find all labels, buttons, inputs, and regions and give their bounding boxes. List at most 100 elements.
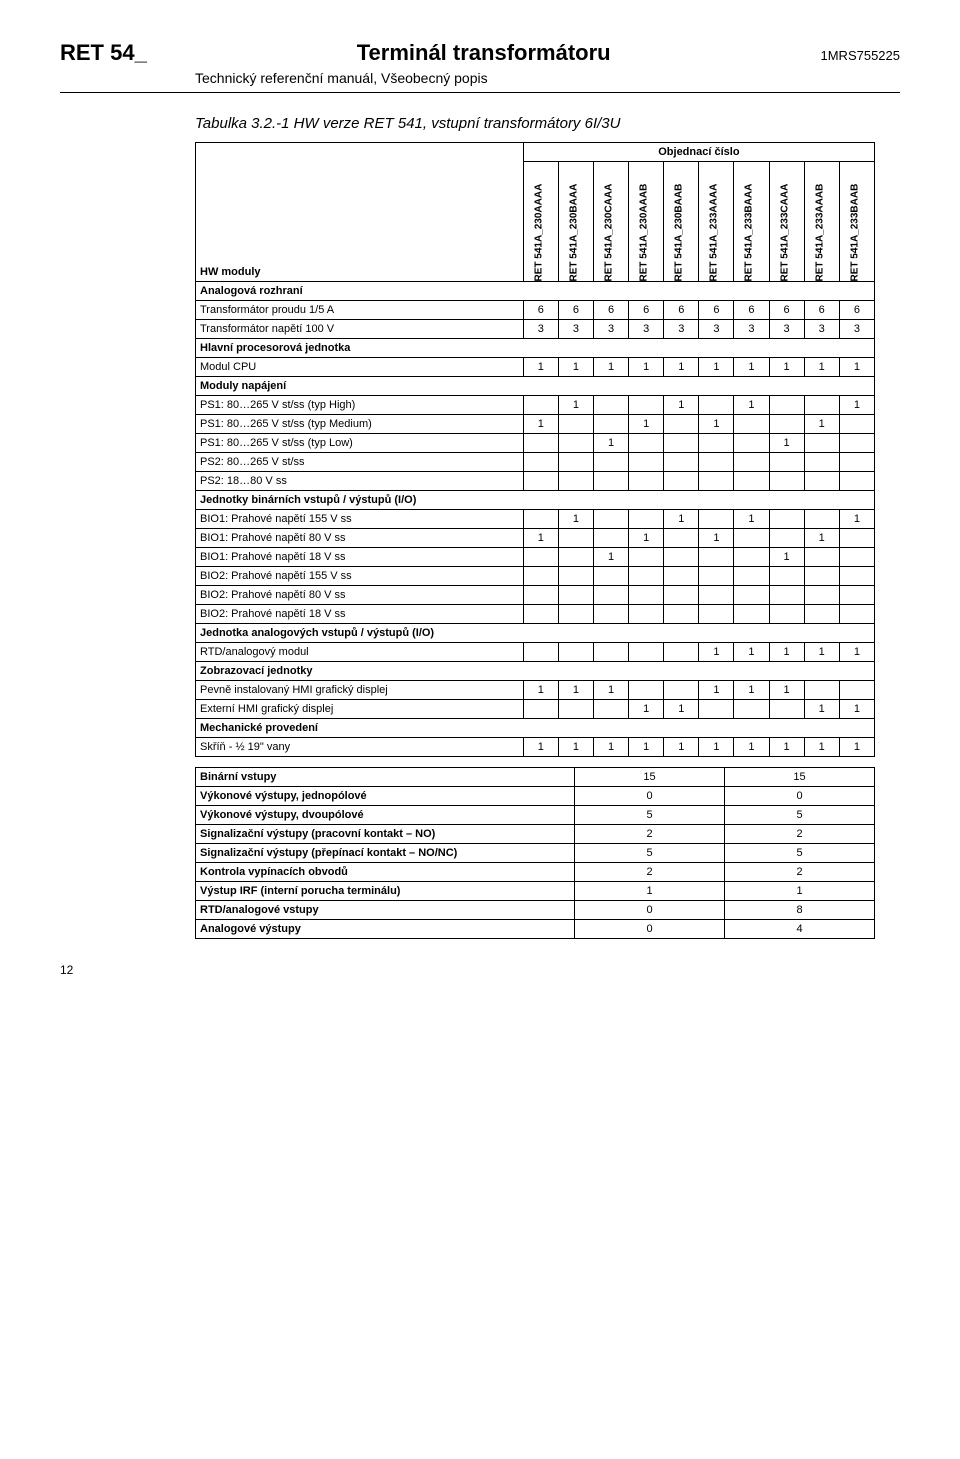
summary-value-a: 0 [575,920,725,939]
summary-value-a: 2 [575,825,725,844]
cell [594,529,629,548]
main-table-wrap: Objednací číslo HW moduly RET 541A_230AA… [195,142,875,939]
table-row: BIO2: Prahové napětí 155 V ss [196,567,875,586]
cell [804,434,839,453]
section-title: Jednotky binárních vstupů / výstupů (I/O… [196,491,875,510]
main-table: Objednací číslo HW moduly RET 541A_230AA… [195,142,875,757]
cell [664,415,699,434]
cell [629,681,664,700]
section-header-row: Jednotka analogových vstupů / výstupů (I… [196,624,875,643]
cell: 1 [839,510,874,529]
section-header-row: Hlavní procesorová jednotka [196,339,875,358]
cell: 1 [839,358,874,377]
cell [839,567,874,586]
cell: 1 [804,738,839,757]
cell [523,548,558,567]
section-header-row: Mechanické provedení [196,719,875,738]
cell: 1 [664,358,699,377]
summary-label: Analogové výstupy [196,920,575,939]
cell [769,586,804,605]
cell [839,586,874,605]
summary-value-a: 5 [575,844,725,863]
cell: 3 [839,320,874,339]
cell: 1 [629,415,664,434]
cell [699,567,734,586]
cell [523,472,558,491]
cell [804,510,839,529]
cell: 3 [699,320,734,339]
cell [769,472,804,491]
cell [664,567,699,586]
page: RET 54_ Terminál transformátoru 1MRS7552… [0,0,960,1007]
cell [734,472,769,491]
summary-row: Analogové výstupy04 [196,920,875,939]
summary-value-a: 0 [575,901,725,920]
cell: 1 [699,738,734,757]
cell: 1 [804,700,839,719]
table-row: BIO1: Prahové napětí 18 V ss11 [196,548,875,567]
summary-label: Binární vstupy [196,768,575,787]
cell: 6 [769,301,804,320]
cell [699,453,734,472]
cell: 1 [699,358,734,377]
cell [523,643,558,662]
cell [839,415,874,434]
cell [558,643,593,662]
cell: 3 [523,320,558,339]
summary-value-b: 1 [725,882,875,901]
cell [734,586,769,605]
cell: 3 [594,320,629,339]
table-row: PS1: 80…265 V st/ss (typ Medium)1111 [196,415,875,434]
cell: 1 [699,415,734,434]
doc-title: Terminál transformátoru [357,40,611,66]
cell [523,510,558,529]
cell [558,605,593,624]
cell: 1 [769,681,804,700]
cell [804,605,839,624]
cell: 1 [734,396,769,415]
summary-label: Kontrola vypínacích obvodů [196,863,575,882]
cell [594,453,629,472]
table-row: RTD/analogový modul11111 [196,643,875,662]
column-header: RET 541A_230CAAA [594,162,629,282]
row-label: PS1: 80…265 V st/ss (typ Low) [196,434,524,453]
row-label: BIO2: Prahové napětí 155 V ss [196,567,524,586]
cell [839,434,874,453]
cell [664,434,699,453]
cell: 1 [664,510,699,529]
cell [629,643,664,662]
cell [699,434,734,453]
cell [734,529,769,548]
cell [769,396,804,415]
cell: 1 [734,358,769,377]
section-title: Analogová rozhraní [196,282,875,301]
cell [664,643,699,662]
row-label: BIO1: Prahové napětí 80 V ss [196,529,524,548]
cell: 3 [629,320,664,339]
summary-value-a: 0 [575,787,725,806]
summary-value-a: 1 [575,882,725,901]
cell: 1 [734,643,769,662]
cell [558,434,593,453]
cell [523,605,558,624]
cell [839,472,874,491]
cell [629,548,664,567]
cell [734,605,769,624]
section-header-row: Analogová rozhraní [196,282,875,301]
summary-label: Výstup IRF (interní porucha terminálu) [196,882,575,901]
cell [804,453,839,472]
cell: 1 [629,738,664,757]
cell [629,396,664,415]
cell [839,453,874,472]
cell [594,396,629,415]
cell [664,681,699,700]
cell [558,567,593,586]
cell: 1 [734,738,769,757]
summary-value-b: 5 [725,806,875,825]
cell [769,510,804,529]
cell [594,605,629,624]
cell [594,700,629,719]
cell: 1 [839,396,874,415]
column-header: RET 541A_230AAAA [523,162,558,282]
cell: 6 [629,301,664,320]
